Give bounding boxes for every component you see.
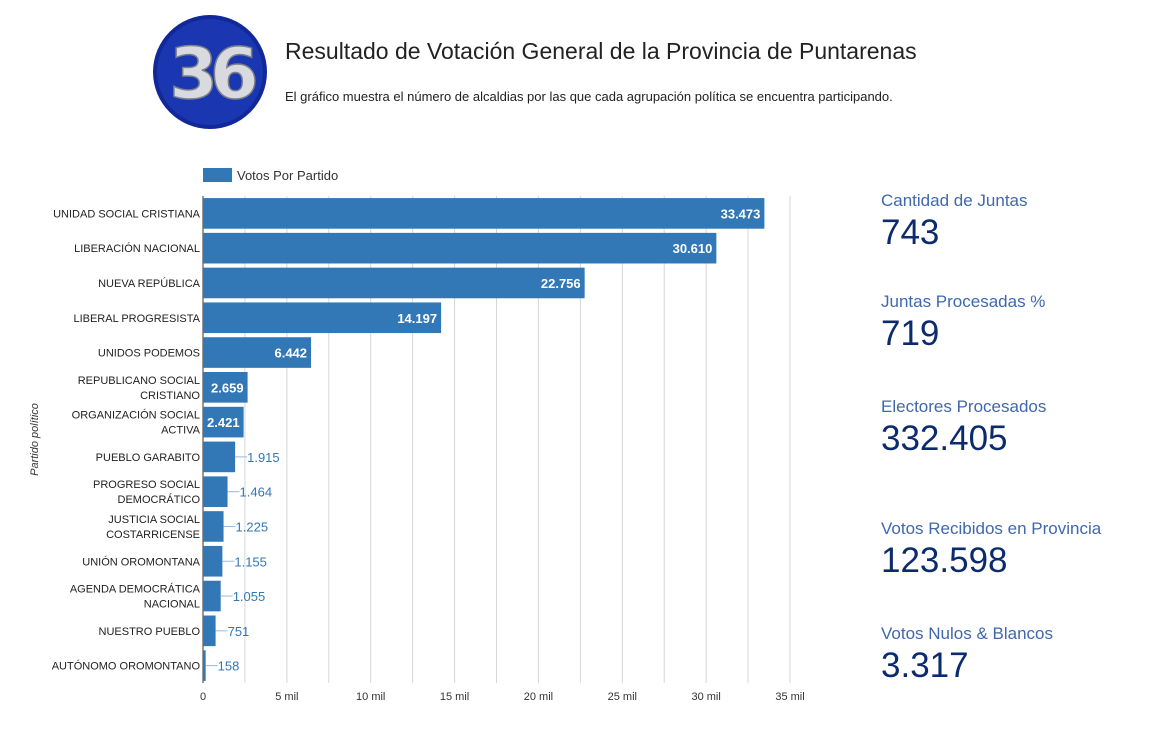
x-tick-label: 5 mil (275, 691, 298, 703)
bar (203, 441, 236, 473)
category-label: ORGANIZACIÓN SOCIAL ACTIVA (72, 409, 201, 437)
bar (203, 267, 585, 299)
category-label: UNIDOS PODEMOS (98, 348, 200, 360)
x-tick-label: 25 mil (608, 691, 637, 703)
stat-label: Votos Nulos & Blancos (881, 624, 1053, 643)
bar (203, 406, 244, 438)
category-label: PUEBLO GARABITO (96, 452, 201, 464)
bar (203, 545, 223, 577)
x-tick-label: 20 mil (524, 691, 553, 703)
stat-juntas: Cantidad de Juntas 743 (881, 191, 1028, 250)
category-label: LIBERAL PROGRESISTA (73, 313, 200, 325)
bar (203, 198, 765, 229)
stat-value: 3.317 (881, 646, 969, 685)
category-label: UNIÓN OROMONTANA (82, 555, 200, 568)
channel-36-logo: 36 (151, 13, 269, 131)
category-label: REPUBLICANO SOCIAL CRISTIANO (78, 375, 201, 402)
stat-label: Electores Procesados (881, 397, 1047, 416)
legend-label: Votos Por Partido (237, 167, 339, 183)
y-axis-title: Partido político (29, 403, 41, 476)
legend-swatch (203, 168, 232, 182)
data-label: 1.915 (247, 450, 280, 465)
stat-value: 743 (881, 213, 940, 252)
stat-label: Cantidad de Juntas (881, 191, 1028, 210)
data-label: 1.155 (234, 554, 267, 569)
category-label: JUSTICIA SOCIAL COSTARRICENSE (106, 514, 200, 541)
stat-label: Juntas Procesadas % (881, 292, 1046, 311)
category-label: NUESTRO PUEBLO (99, 626, 201, 638)
stat-label: Votos Recibidos en Provincia (881, 519, 1102, 538)
data-label: 158 (218, 659, 240, 674)
stat-juntas-procesadas: Juntas Procesadas % 719 (881, 292, 1045, 351)
x-tick-label: 35 mil (775, 691, 804, 703)
logo-text: 36 (169, 33, 255, 115)
chart-legend: Votos Por Partido (203, 166, 338, 184)
bar (203, 372, 248, 403)
x-tick-label: 10 mil (356, 691, 385, 703)
stat-value: 332.405 (881, 419, 1008, 458)
x-tick-label: 0 (200, 691, 206, 703)
x-tick-label: 30 mil (691, 691, 720, 703)
data-label: 2.659 (211, 380, 244, 395)
bar (203, 511, 224, 542)
stat-votos-nulos: Votos Nulos & Blancos 3.317 (881, 624, 1053, 683)
category-label: LIBERACIÓN NACIONAL (74, 242, 200, 255)
x-tick-label: 15 mil (440, 691, 469, 703)
category-label: UNIDAD SOCIAL CRISTIANA (53, 208, 201, 220)
bar (203, 580, 221, 612)
data-label: 30.610 (673, 241, 713, 256)
data-label: 751 (228, 624, 250, 639)
page-subtitle: El gráfico muestra el número de alcaldia… (285, 89, 893, 104)
category-label: AUTÓNOMO OROMONTANO (52, 660, 201, 673)
stat-electores: Electores Procesados 332.405 (881, 397, 1046, 456)
stat-value: 123.598 (881, 541, 1008, 580)
bar (203, 302, 442, 334)
bar-chart: 0 5 mil 10 mil 15 mil 20 mil 25 mil 30 mil 35 m… (29, 196, 805, 703)
bar (203, 337, 312, 368)
category-label: AGENDA DEMOCRÁTICA NACIONAL (70, 583, 201, 611)
page-title: Resultado de Votación General de la Prov… (285, 38, 917, 64)
category-label: PROGRESO SOCIAL DEMOCRÁTICO (93, 479, 200, 506)
data-label: 1.055 (233, 589, 266, 604)
data-label: 2.421 (207, 415, 240, 430)
bar (203, 615, 216, 647)
stat-votos-recibidos: Votos Recibidos en Provincia 123.598 (881, 519, 1101, 578)
bar (203, 232, 717, 264)
data-label: 14.197 (397, 311, 437, 326)
data-label: 1.464 (240, 485, 273, 500)
data-label: 1.225 (236, 519, 269, 534)
category-label: NUEVA REPÚBLICA (98, 277, 201, 290)
data-label: 22.756 (541, 276, 581, 291)
stat-value: 719 (881, 314, 940, 353)
bar (203, 476, 228, 507)
bar (203, 650, 206, 681)
data-label: 6.442 (274, 346, 307, 361)
data-label: 33.473 (721, 206, 761, 221)
